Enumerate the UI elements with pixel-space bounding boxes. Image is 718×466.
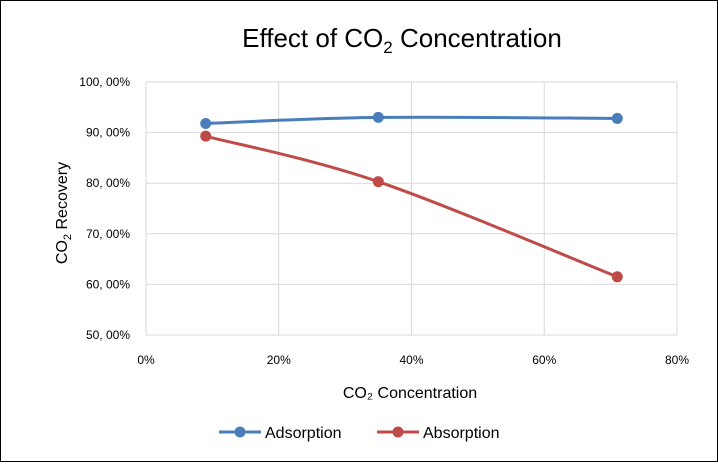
gridlines xyxy=(145,81,678,336)
x-axis-title: CO₂ Concentration xyxy=(343,385,477,402)
legend[interactable]: Adsorption Absorption xyxy=(219,425,500,442)
legend-marker-absorption xyxy=(392,426,404,438)
data-point-adsorption[interactable] xyxy=(372,111,384,123)
legend-label-adsorption: Adsorption xyxy=(265,425,342,442)
x-tick-label: 20% xyxy=(267,353,291,367)
data-point-absorption[interactable] xyxy=(200,130,212,142)
x-tick-label: 80% xyxy=(665,353,689,367)
y-tick-label: 70, 00% xyxy=(86,227,130,241)
x-tick-label: 60% xyxy=(532,353,556,367)
y-axis-ticks: 50, 00% 60, 00% 70, 00% 80, 00% 90, 00% 100, … xyxy=(79,75,130,342)
legend-marker-adsorption xyxy=(234,426,246,438)
data-point-absorption[interactable] xyxy=(611,271,623,283)
x-axis-ticks: 0% 20% 40% 60% 80% xyxy=(137,353,689,367)
y-tick-label: 80, 00% xyxy=(86,176,130,190)
legend-item-absorption[interactable]: Absorption xyxy=(377,425,500,442)
y-axis-title: CO2 Recovery xyxy=(54,162,74,264)
data-point-adsorption[interactable] xyxy=(611,112,623,124)
y-tick-label: 90, 00% xyxy=(86,126,130,140)
data-point-absorption[interactable] xyxy=(372,176,384,188)
chart-title-suffix: Concentration xyxy=(393,23,562,53)
chart-title: Effect of CO2 Concentration xyxy=(242,23,562,57)
data-point-adsorption[interactable] xyxy=(200,117,212,129)
y-axis-title-subscript: 2 xyxy=(62,234,74,240)
y-tick-label: 50, 00% xyxy=(86,328,130,342)
series-layer xyxy=(200,111,623,283)
x-tick-label: 40% xyxy=(399,353,423,367)
y-axis-title-suffix: Recovery xyxy=(54,162,71,234)
chart-title-subscript: 2 xyxy=(383,38,392,57)
legend-item-adsorption[interactable]: Adsorption xyxy=(219,425,342,442)
legend-label-absorption: Absorption xyxy=(423,425,500,442)
x-tick-label: 0% xyxy=(137,353,155,367)
y-tick-label: 100, 00% xyxy=(79,75,130,89)
series-line-absorption[interactable] xyxy=(204,134,619,279)
y-tick-label: 60, 00% xyxy=(86,277,130,291)
